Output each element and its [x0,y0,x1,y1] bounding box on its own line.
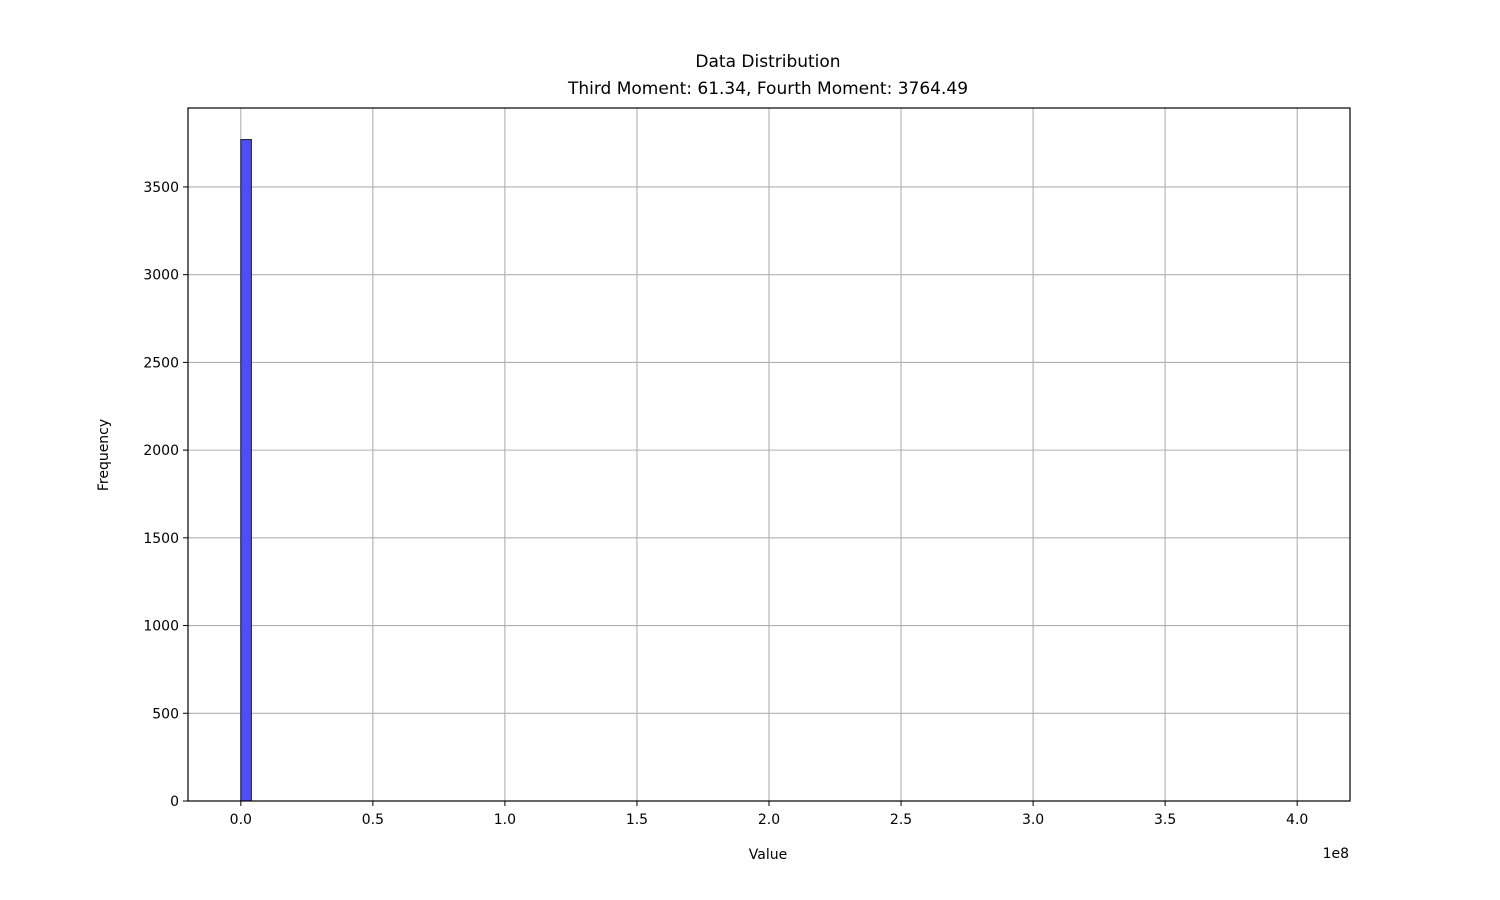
x-tick-label: 3.0 [1022,812,1044,828]
y-axis-ticks: 0 500 1000 1500 2000 2500 3000 3500 [143,180,188,810]
y-tick-label: 3500 [143,180,179,196]
chart-title: Data Distribution [695,52,840,72]
x-tick-label: 2.5 [890,812,912,828]
x-tick-label: 1.0 [494,812,516,828]
chart-subtitle: Third Moment: 61.34, Fourth Moment: 3764… [567,79,968,99]
x-tick-label: 1.5 [626,812,648,828]
x-axis-label: Value [749,847,787,863]
y-tick-label: 3000 [143,268,179,284]
x-tick-label: 3.5 [1154,812,1176,828]
y-tick-label: 2000 [143,443,179,459]
y-tick-label: 500 [152,706,179,722]
y-tick-label: 1000 [143,619,179,635]
histogram-bar [240,139,252,802]
x-tick-label: 0.0 [230,812,252,828]
x-axis-ticks: 0.0 0.5 1.0 1.5 2.0 2.5 3.0 3.5 4.0 [230,801,1308,828]
y-axis-label: Frequency [96,419,112,491]
y-tick-label: 2500 [143,355,179,371]
y-tick-label: 0 [170,794,179,810]
y-tick-label: 1500 [143,531,179,547]
x-tick-label: 0.5 [362,812,384,828]
histogram-bars [240,139,252,802]
x-axis-offset-label: 1e8 [1323,846,1349,862]
x-tick-label: 2.0 [758,812,780,828]
x-tick-label: 4.0 [1286,812,1308,828]
